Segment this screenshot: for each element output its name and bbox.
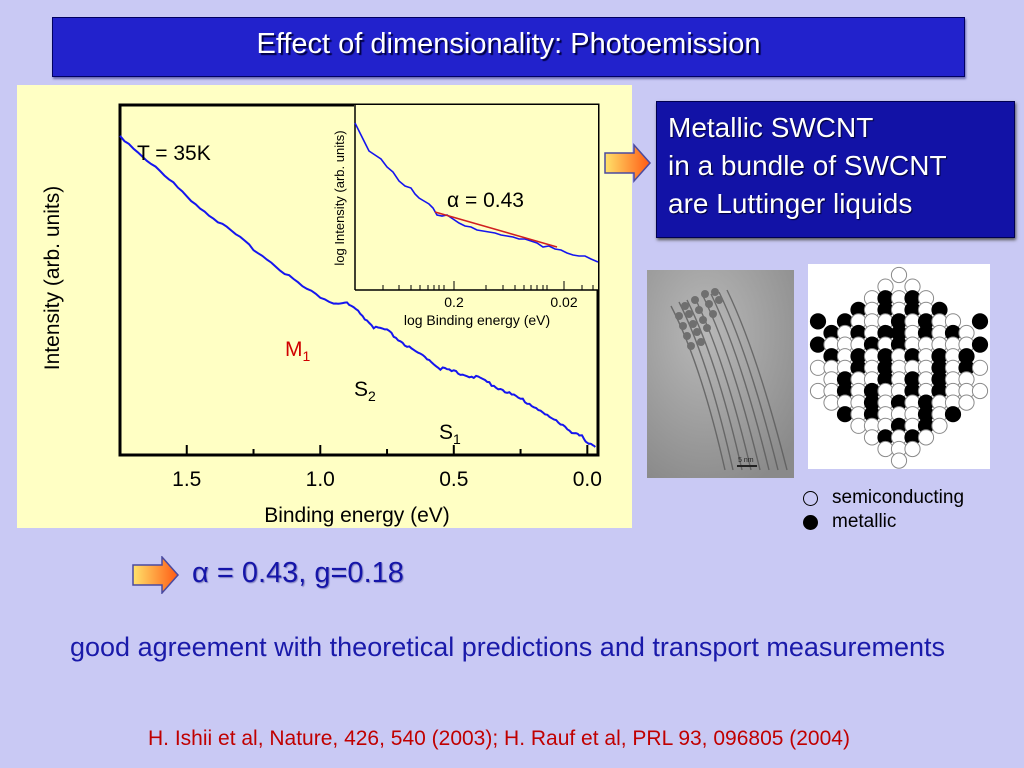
callout-line-1: Metallic SWCNT — [668, 112, 874, 143]
result-values: α = 0.43, g=0.18 — [192, 557, 404, 589]
alpha-fit-label: α = 0.43 — [447, 189, 524, 212]
bundle-lattice-diagram — [808, 264, 990, 469]
semiconducting-tube-marker — [809, 382, 827, 400]
x-tick-label: 0.0 — [573, 468, 602, 491]
inset-x-label: log Binding energy (eV) — [404, 312, 550, 328]
semiconducting-tube-marker — [823, 394, 840, 411]
summary-text: good agreement with theoretical predicti… — [70, 632, 945, 662]
peak-s2-label: S2 — [354, 378, 376, 404]
main-x-ticks: 1.5 1.0 0.5 0.0 — [172, 445, 602, 491]
reference-citation: H. Ishii et al, Nature, 426, 540 (2003);… — [148, 727, 850, 750]
semiconducting-tube-marker — [809, 359, 827, 376]
open-circle-icon — [803, 490, 818, 506]
semiconducting-tube-marker — [904, 440, 921, 458]
semiconducting-tube-marker — [877, 440, 894, 458]
filled-circle-icon — [803, 514, 818, 530]
inset-log-curve — [354, 122, 599, 263]
inset-y-label: log Intensity (arb. units) — [332, 130, 347, 265]
x-tick-label: 0.5 — [439, 468, 468, 491]
semiconducting-tube-marker — [863, 429, 881, 446]
semiconducting-tube-marker — [931, 417, 948, 434]
temperature-label: T = 35K — [137, 142, 211, 165]
inset-tick-label: 0.02 — [550, 294, 577, 310]
inset-bg — [354, 105, 598, 290]
metallic-tube-marker — [944, 406, 962, 423]
semiconducting-tube-marker — [890, 266, 908, 284]
x-axis-label: Binding energy (eV) — [264, 504, 450, 527]
tem-image: 5 nm — [647, 270, 794, 478]
scale-bar-label: 5 nm — [738, 457, 754, 464]
slide-title: Effect of dimensionality: Photoemission — [256, 28, 761, 60]
arrow-right-icon — [132, 556, 180, 594]
photoemission-plot: 1.5 1.0 0.5 0.0 T = 35K M1 S2 S1 Binding en… — [17, 85, 632, 528]
inset-tick-label: 0.2 — [444, 294, 464, 310]
inset-ticks — [382, 281, 594, 290]
semiconducting-tube-marker — [971, 382, 989, 400]
title-bar: Effect of dimensionality: Photoemission — [52, 17, 965, 77]
x-tick-label: 1.5 — [172, 468, 201, 491]
legend-semiconducting: semiconducting — [803, 486, 964, 510]
callout-line-3: are Luttinger liquids — [668, 188, 913, 219]
arrow-right-icon — [604, 143, 652, 183]
x-tick-label: 1.0 — [306, 468, 335, 491]
legend-metallic: metallic — [803, 510, 964, 534]
y-axis-label: Intensity (arb. units) — [41, 186, 64, 370]
spectrum-line — [119, 135, 596, 448]
metallic-tube-marker — [809, 336, 827, 353]
lattice-legend: semiconducting metallic — [803, 486, 964, 534]
peak-m1-label: M1 — [285, 338, 311, 364]
metallic-tube-marker — [809, 313, 827, 330]
inset-fit-line — [434, 211, 558, 248]
semiconducting-tube-marker — [850, 417, 867, 434]
callout-line-2: in a bundle of SWCNT — [668, 150, 947, 181]
semiconducting-tube-marker — [958, 394, 975, 411]
metallic-tube-marker — [971, 313, 989, 330]
luttinger-callout: Metallic SWCNT in a bundle of SWCNT are … — [656, 101, 1015, 238]
spectrum-chart: 1.5 1.0 0.5 0.0 T = 35K M1 S2 S1 Binding en… — [41, 103, 602, 527]
semiconducting-tube-marker — [917, 429, 935, 446]
semiconducting-tube-marker — [971, 359, 989, 376]
semiconducting-tube-marker — [890, 452, 908, 469]
metallic-tube-marker — [971, 336, 989, 353]
peak-s1-label: S1 — [439, 421, 461, 447]
metallic-tube-marker — [836, 406, 854, 423]
